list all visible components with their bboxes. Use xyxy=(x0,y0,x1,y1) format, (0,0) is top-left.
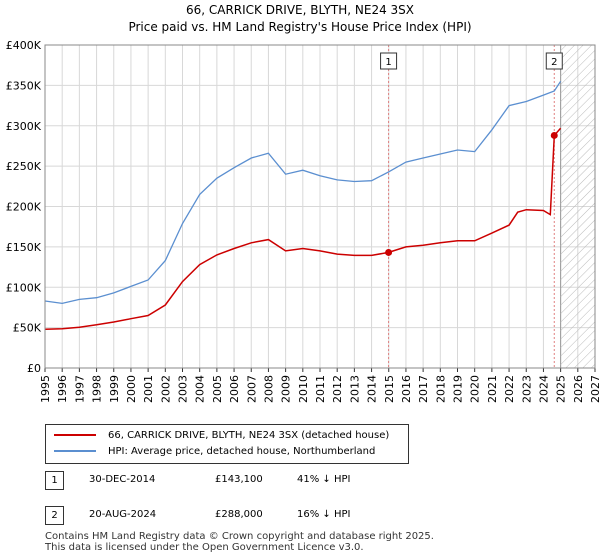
hpi-series-line xyxy=(44,80,562,305)
sale-hpi-diff: 41% ↓ HPI xyxy=(297,474,351,485)
footer-copyright: Contains HM Land Registry data © Crown c… xyxy=(45,531,434,542)
x-tick-label: 2018 xyxy=(434,375,447,403)
x-tick-label: 2014 xyxy=(366,375,379,403)
sale-row: 1 30-DEC-2014 £143,100 41% ↓ HPI xyxy=(45,471,585,491)
x-tick-label: 2025 xyxy=(555,375,568,403)
annotation-box-1: 1 xyxy=(380,52,398,70)
x-tick-label: 2019 xyxy=(452,375,465,403)
legend-label-hpi: HPI: Average price, detached house, Nort… xyxy=(108,446,376,457)
x-tick-label: 2024 xyxy=(537,375,550,403)
legend-swatch-hpi xyxy=(54,450,96,452)
sale-number-badge: 1 xyxy=(45,471,64,490)
x-tick-label: 1995 xyxy=(39,375,52,403)
x-tick-label: 2016 xyxy=(400,375,413,403)
x-tick-label: 2001 xyxy=(142,375,155,403)
y-tick-label: £350K xyxy=(6,79,42,92)
sale-date: 20-AUG-2024 xyxy=(89,509,157,520)
x-tick-label: 2011 xyxy=(314,375,327,403)
x-tick-label: 2009 xyxy=(280,375,293,403)
x-tick-label: 1996 xyxy=(56,375,69,403)
legend: 66, CARRICK DRIVE, BLYTH, NE24 3SX (deta… xyxy=(45,424,409,464)
sale-row: 2 20-AUG-2024 £288,000 16% ↓ HPI xyxy=(45,506,585,526)
title-text: 66, CARRICK DRIVE, BLYTH, NE24 3SX xyxy=(185,3,415,17)
x-tick-label: 2020 xyxy=(469,375,482,403)
legend-item-hpi: HPI: Average price, detached house, Nort… xyxy=(54,444,375,460)
x-tick-label: 2010 xyxy=(297,375,310,403)
plot-border xyxy=(44,44,596,369)
y-tick-label: £200K xyxy=(6,201,42,214)
legend-swatch-price xyxy=(54,434,96,436)
x-tick-label: 2023 xyxy=(520,375,533,403)
y-tick-label: £400K xyxy=(6,39,42,52)
price-chart: 1 2 £0 £50K £100K £150K £200K £250K £300K £350K… xyxy=(6,39,600,403)
x-tick-label: 2000 xyxy=(125,375,138,403)
x-tick-label: 2015 xyxy=(383,375,396,403)
annotation-box-2: 2 xyxy=(545,52,563,70)
price-series-line xyxy=(44,127,562,330)
sale-date: 30-DEC-2014 xyxy=(89,474,156,485)
sale-price: £143,100 xyxy=(215,474,263,485)
x-tick-label: 2003 xyxy=(177,375,190,403)
chart-title: 66, CARRICK DRIVE, BLYTH, NE24 3SX Price… xyxy=(0,2,600,36)
x-tick-label: 1999 xyxy=(108,375,121,403)
y-tick-label: £0 xyxy=(27,362,41,375)
legend-label-price: 66, CARRICK DRIVE, BLYTH, NE24 3SX (deta… xyxy=(108,430,390,441)
x-tick-label: 2022 xyxy=(503,375,516,403)
y-tick-label: £50K xyxy=(13,322,42,335)
x-tick-label: 2017 xyxy=(417,375,430,403)
sale-2-point xyxy=(550,131,558,139)
footer-licence: This data is licensed under the Open Gov… xyxy=(45,542,364,553)
sale-1-point xyxy=(385,248,393,256)
sale-number-badge: 2 xyxy=(45,506,64,525)
y-tick-label: £150K xyxy=(6,241,42,254)
x-tick-label: 2008 xyxy=(262,375,275,403)
x-tick-label: 2013 xyxy=(348,375,361,403)
x-tick-label: 2004 xyxy=(194,375,207,403)
subtitle-text: Price paid vs. HM Land Registry's House … xyxy=(128,20,472,34)
x-tick-label: 2002 xyxy=(159,375,172,403)
y-tick-label: £250K xyxy=(6,160,42,173)
y-tick-label: £300K xyxy=(6,120,42,133)
y-tick-label: £100K xyxy=(6,281,42,294)
footer: Contains HM Land Registry data © Crown c… xyxy=(45,531,434,553)
sale-price: £288,000 xyxy=(215,509,263,520)
legend-item-price: 66, CARRICK DRIVE, BLYTH, NE24 3SX (deta… xyxy=(54,428,389,444)
x-tick-label: 2005 xyxy=(211,375,224,403)
forecast-hatch xyxy=(560,45,595,368)
x-tick-label: 2006 xyxy=(228,375,241,403)
x-tick-label: 2021 xyxy=(486,375,499,403)
sale-hpi-diff: 16% ↓ HPI xyxy=(297,509,351,520)
x-tick-label: 1998 xyxy=(91,375,104,403)
x-tick-label: 2027 xyxy=(589,375,600,403)
annotation-2-label: 2 xyxy=(551,57,557,68)
annotation-1-label: 1 xyxy=(385,57,391,68)
x-tick-label: 1997 xyxy=(73,375,86,403)
x-tick-label: 2007 xyxy=(245,375,258,403)
x-tick-label: 2026 xyxy=(572,375,585,403)
x-tick-label: 2012 xyxy=(331,375,344,403)
